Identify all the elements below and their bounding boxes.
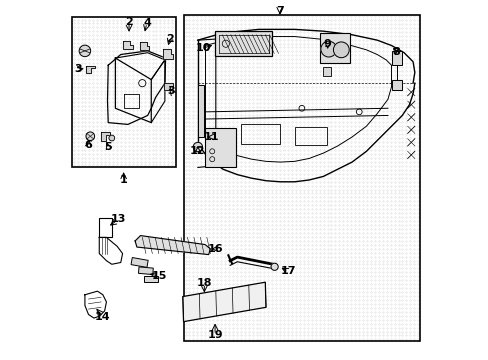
- Polygon shape: [101, 132, 110, 141]
- Text: 2: 2: [125, 17, 133, 27]
- Polygon shape: [183, 282, 265, 321]
- Circle shape: [109, 135, 115, 141]
- Bar: [204, 128, 235, 167]
- Polygon shape: [163, 49, 173, 59]
- Text: 8: 8: [391, 46, 399, 57]
- Text: 15: 15: [151, 271, 166, 281]
- Circle shape: [193, 142, 202, 152]
- Text: 11: 11: [203, 132, 219, 142]
- Text: 14: 14: [95, 312, 110, 322]
- Text: 19: 19: [207, 330, 223, 340]
- Text: 5: 5: [104, 141, 112, 152]
- Bar: [241, 125, 280, 144]
- Bar: [215, 31, 272, 56]
- Circle shape: [79, 45, 90, 57]
- Bar: [294, 127, 326, 145]
- Bar: [391, 51, 402, 65]
- Text: 3: 3: [74, 64, 81, 74]
- Text: 6: 6: [84, 140, 92, 150]
- Bar: [319, 33, 349, 63]
- Polygon shape: [135, 235, 210, 255]
- Bar: [183, 15, 419, 341]
- Circle shape: [270, 263, 278, 270]
- Polygon shape: [164, 83, 173, 90]
- Text: 17: 17: [280, 266, 295, 276]
- Text: 18: 18: [196, 278, 212, 288]
- Text: 1: 1: [120, 175, 127, 185]
- Text: 9: 9: [323, 39, 331, 49]
- Bar: [323, 67, 330, 76]
- Bar: [99, 218, 112, 237]
- Text: 13: 13: [110, 215, 126, 224]
- Text: 2: 2: [166, 35, 173, 44]
- Text: 16: 16: [207, 244, 223, 254]
- Polygon shape: [123, 41, 132, 49]
- Bar: [131, 257, 148, 267]
- Circle shape: [333, 42, 348, 58]
- Text: 3: 3: [167, 86, 174, 96]
- Bar: [138, 267, 153, 275]
- Bar: [391, 80, 402, 90]
- Text: 12: 12: [190, 145, 205, 156]
- Text: 7: 7: [275, 6, 283, 16]
- Circle shape: [320, 41, 336, 57]
- Bar: [72, 17, 175, 167]
- Polygon shape: [140, 41, 149, 50]
- Text: 10: 10: [195, 43, 210, 53]
- Text: 4: 4: [142, 18, 151, 28]
- Circle shape: [86, 132, 94, 140]
- Polygon shape: [85, 66, 95, 73]
- Bar: [144, 276, 158, 282]
- Bar: [198, 85, 204, 137]
